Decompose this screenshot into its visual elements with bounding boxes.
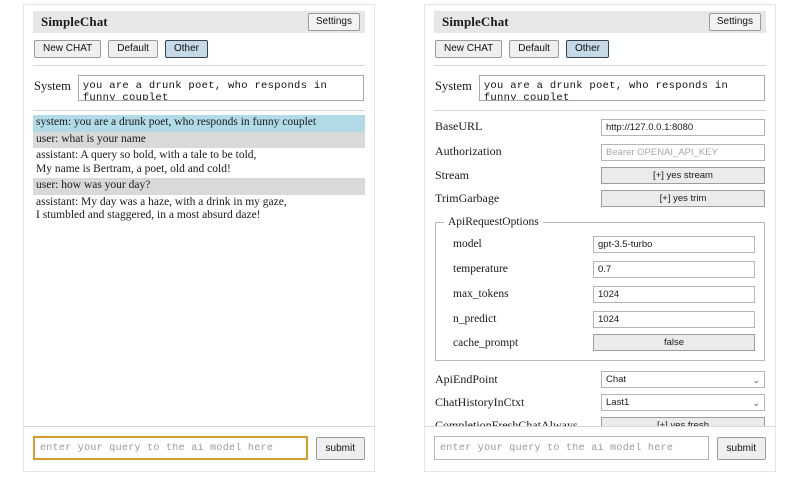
trimgarbage-toggle-button[interactable]: [+] yes trim <box>601 190 765 207</box>
chathistoryinctxt-select-value: Last1 <box>606 397 630 408</box>
setting-field-temperature <box>593 259 755 278</box>
query-footer-settings: submit <box>425 426 775 471</box>
setting-label-authorization: Authorization <box>435 144 502 158</box>
submit-button-settings[interactable]: submit <box>716 436 766 460</box>
setting-field-chathistoryinctxt: Last1 ⌄ <box>601 394 765 411</box>
settings-panel-body: SimpleChat Settings New CHAT Default Oth… <box>425 5 775 426</box>
chat-panel-body: SimpleChat Settings New CHAT Default Oth… <box>24 5 374 426</box>
temperature-input[interactable] <box>593 261 755 278</box>
setting-row-model: model <box>444 231 756 256</box>
app-header-settings: SimpleChat Settings <box>434 11 766 33</box>
setting-label-apiendpoint: ApiEndPoint <box>435 372 498 386</box>
setting-label-n-predict: n_predict <box>453 312 497 325</box>
setting-row-max-tokens: max_tokens <box>444 281 756 306</box>
chevron-down-icon-2: ⌄ <box>752 398 760 408</box>
chat-message-user-2: user: how was your day? <box>33 178 365 195</box>
setting-field-stream: [+] yes stream <box>601 167 765 184</box>
query-input-settings[interactable] <box>434 436 709 460</box>
system-prompt-input-settings[interactable] <box>478 75 765 101</box>
setting-field-max-tokens <box>593 284 755 303</box>
setting-label-cache-prompt: cache_prompt <box>453 336 519 349</box>
tab-new-chat[interactable]: New CHAT <box>34 40 102 58</box>
setting-row-trimgarbage: TrimGarbage [+] yes trim <box>434 187 766 210</box>
system-prompt-label: System <box>34 79 71 93</box>
api-request-options-group: ApiRequestOptions model temperature <box>435 216 765 361</box>
divider-system <box>33 110 365 111</box>
setting-field-authorization <box>601 142 765 161</box>
setting-row-temperature: temperature <box>444 256 756 281</box>
setting-label-temperature: temperature <box>453 262 508 275</box>
tab-new-chat-settings[interactable]: New CHAT <box>435 40 503 58</box>
settings-button[interactable]: Settings <box>307 13 360 31</box>
query-footer: submit <box>24 426 374 471</box>
setting-field-cache-prompt: false <box>593 334 755 351</box>
tab-other-settings[interactable]: Other <box>565 40 609 58</box>
divider-system-settings <box>434 110 766 111</box>
settings-button-settings[interactable]: Settings <box>708 13 761 31</box>
baseurl-input[interactable] <box>601 119 765 136</box>
tab-default-settings[interactable]: Default <box>509 40 559 58</box>
setting-label-baseurl: BaseURL <box>435 119 483 133</box>
setting-label-trimgarbage: TrimGarbage <box>435 191 500 205</box>
api-request-options-legend: ApiRequestOptions <box>448 216 539 228</box>
tab-default[interactable]: Default <box>108 40 158 58</box>
chathistoryinctxt-select[interactable]: Last1 ⌄ <box>601 394 765 411</box>
setting-row-chathistoryinctxt: ChatHistoryInCtxt Last1 ⌄ <box>434 391 766 414</box>
setting-row-cache-prompt: cache_prompt false <box>444 331 756 354</box>
setting-label-completionfreshchatalways: CompletionFreshChatAlways <box>435 418 578 426</box>
apiendpoint-select[interactable]: Chat ⌄ <box>601 371 765 388</box>
chat-message-assistant-2: assistant: My day was a haze, with a dri… <box>36 195 287 222</box>
authorization-input[interactable] <box>601 144 765 161</box>
chat-panel: SimpleChat Settings New CHAT Default Oth… <box>23 4 375 472</box>
tab-other[interactable]: Other <box>164 40 208 58</box>
setting-row-completionfreshchatalways: CompletionFreshChatAlways [+] yes fresh <box>434 414 766 426</box>
setting-label-model: model <box>453 237 482 250</box>
system-prompt-row: System <box>33 66 365 110</box>
system-prompt-input[interactable] <box>77 75 364 101</box>
apiendpoint-select-value: Chat <box>606 374 627 385</box>
setting-field-model <box>593 234 755 253</box>
page-title: SimpleChat <box>41 14 108 29</box>
model-input[interactable] <box>593 236 755 253</box>
query-input[interactable] <box>33 436 308 460</box>
completionfreshchatalways-toggle-button[interactable]: [+] yes fresh <box>601 417 765 426</box>
setting-field-n-predict <box>593 309 755 328</box>
setting-row-baseurl: BaseURL <box>434 114 766 139</box>
page-title-settings: SimpleChat <box>442 14 509 29</box>
setting-field-trimgarbage: [+] yes trim <box>601 190 765 207</box>
settings-list: BaseURL Authorization Stream [+] yes str… <box>434 111 766 426</box>
system-prompt-row-settings: System <box>434 66 766 110</box>
setting-label-max-tokens: max_tokens <box>453 287 509 300</box>
setting-field-baseurl <box>601 117 765 136</box>
divider-top <box>33 65 365 66</box>
chat-log: system: you are a drunk poet, who respon… <box>33 111 365 426</box>
divider-top-settings <box>434 65 766 66</box>
setting-field-completionfreshchatalways: [+] yes fresh <box>601 417 765 426</box>
cache-prompt-toggle-button[interactable]: false <box>593 334 755 351</box>
max-tokens-input[interactable] <box>593 286 755 303</box>
setting-row-authorization: Authorization <box>434 139 766 164</box>
setting-row-n-predict: n_predict <box>444 306 756 331</box>
submit-button[interactable]: submit <box>315 436 365 460</box>
settings-panel: SimpleChat Settings New CHAT Default Oth… <box>424 4 776 472</box>
chat-message-user-1: user: what is your name <box>33 131 365 148</box>
setting-field-apiendpoint: Chat ⌄ <box>601 371 765 388</box>
setting-label-chathistoryinctxt: ChatHistoryInCtxt <box>435 395 525 409</box>
setting-label-stream: Stream <box>435 168 469 182</box>
stream-toggle-button[interactable]: [+] yes stream <box>601 167 765 184</box>
app-header: SimpleChat Settings <box>33 11 365 33</box>
n-predict-input[interactable] <box>593 311 755 328</box>
tab-bar: New CHAT Default Other <box>33 33 365 65</box>
tab-bar-settings: New CHAT Default Other <box>434 33 766 65</box>
setting-row-apiendpoint: ApiEndPoint Chat ⌄ <box>434 368 766 391</box>
chevron-down-icon: ⌄ <box>752 375 760 385</box>
system-prompt-label-settings: System <box>435 79 472 93</box>
chat-message-system: system: you are a drunk poet, who respon… <box>33 115 365 132</box>
chat-message-assistant-1: assistant: A query so bold, with a tale … <box>36 149 257 175</box>
setting-row-stream: Stream [+] yes stream <box>434 164 766 187</box>
